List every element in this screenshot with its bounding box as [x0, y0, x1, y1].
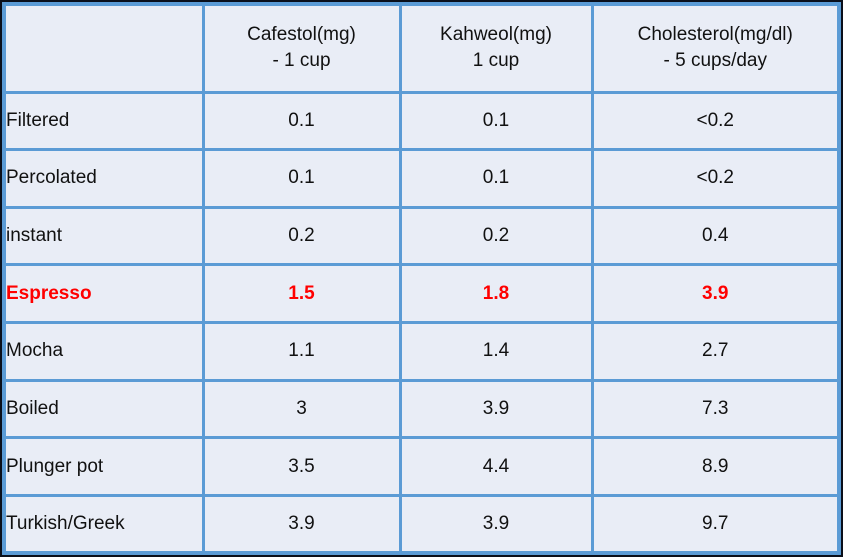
column-header-kahweol: Kahweol(mg) 1 cup	[398, 2, 594, 94]
table-row-instant: instant 0.2 0.2 0.4	[2, 205, 841, 267]
table-row-espresso: Espresso 1.5 1.8 3.9	[2, 263, 841, 324]
cell-cafestol: 0.1	[201, 148, 402, 209]
table-body: Filtered 0.1 0.1 <0.2 Percolated 0.1 0.1…	[2, 90, 841, 555]
table-row-turkish-greek: Turkish/Greek 3.9 3.9 9.7	[2, 493, 841, 555]
column-header-line: Cholesterol(mg/dl)	[637, 23, 793, 45]
cell-cafestol: 1.1	[201, 321, 402, 382]
table-row-plunger-pot: Plunger pot 3.5 4.4 8.9	[2, 436, 841, 497]
row-label: Boiled	[2, 378, 205, 440]
column-header-line: - 5 cups/day	[663, 50, 768, 72]
row-label: Filtered	[2, 90, 205, 152]
cell-cholesterol: 9.7	[590, 493, 841, 555]
cell-cholesterol: 2.7	[590, 321, 841, 382]
header-row: Cafestol(mg) - 1 cup Kahweol(mg) 1 cup C…	[2, 2, 841, 94]
row-label: Espresso	[2, 263, 205, 324]
cell-cafestol: 1.5	[201, 263, 402, 324]
row-label: Mocha	[2, 321, 205, 382]
table-row-filtered: Filtered 0.1 0.1 <0.2	[2, 90, 841, 152]
row-label: Plunger pot	[2, 436, 205, 497]
table-row-boiled: Boiled 3 3.9 7.3	[2, 378, 841, 440]
row-label: Turkish/Greek	[2, 493, 205, 555]
cell-kahweol: 1.8	[398, 263, 594, 324]
table-header: Cafestol(mg) - 1 cup Kahweol(mg) 1 cup C…	[2, 2, 841, 94]
cell-cafestol: 0.2	[201, 205, 402, 267]
column-header-line: - 1 cup	[272, 50, 331, 72]
cell-kahweol: 3.9	[398, 493, 594, 555]
cell-cafestol: 0.1	[201, 90, 402, 152]
table-row-mocha: Mocha 1.1 1.4 2.7	[2, 321, 841, 382]
cell-kahweol: 4.4	[398, 436, 594, 497]
column-header-line: Cafestol(mg)	[247, 23, 356, 45]
corner-cell	[2, 2, 205, 94]
cell-cholesterol: 7.3	[590, 378, 841, 440]
column-header-line: Kahweol(mg)	[440, 23, 552, 45]
cell-cholesterol: <0.2	[590, 90, 841, 152]
cell-cafestol: 3	[201, 378, 402, 440]
cell-cafestol: 3.5	[201, 436, 402, 497]
cell-kahweol: 1.4	[398, 321, 594, 382]
row-label: instant	[2, 205, 205, 267]
column-header-cholesterol: Cholesterol(mg/dl) - 5 cups/day	[590, 2, 841, 94]
cell-cholesterol: <0.2	[590, 148, 841, 209]
cell-cholesterol: 8.9	[590, 436, 841, 497]
table-row-percolated: Percolated 0.1 0.1 <0.2	[2, 148, 841, 209]
row-label: Percolated	[2, 148, 205, 209]
cell-kahweol: 3.9	[398, 378, 594, 440]
cell-cholesterol: 0.4	[590, 205, 841, 267]
cell-kahweol: 0.2	[398, 205, 594, 267]
cell-cafestol: 3.9	[201, 493, 402, 555]
cell-kahweol: 0.1	[398, 148, 594, 209]
cell-cholesterol: 3.9	[590, 263, 841, 324]
cell-kahweol: 0.1	[398, 90, 594, 152]
column-header-line: 1 cup	[472, 50, 520, 72]
column-header-cafestol: Cafestol(mg) - 1 cup	[201, 2, 402, 94]
